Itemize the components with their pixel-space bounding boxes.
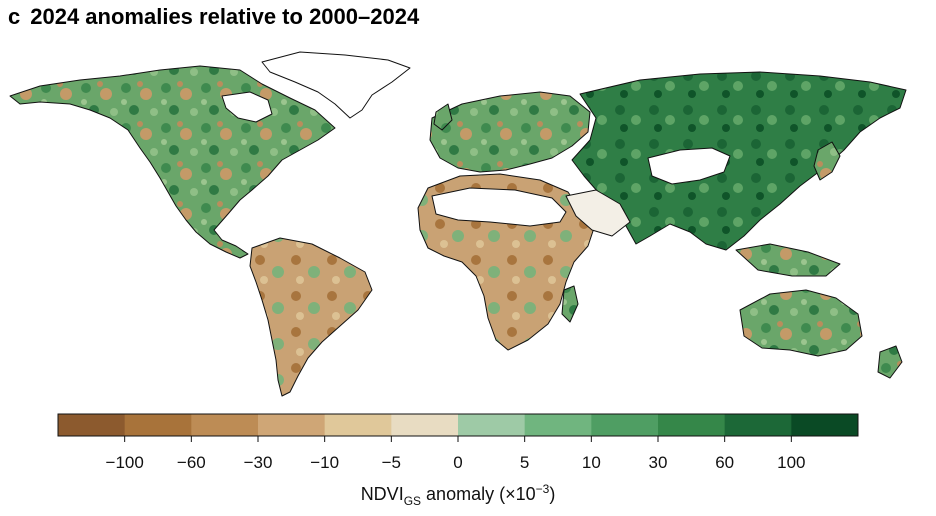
colorbar-swatch-6 — [458, 414, 526, 436]
southeast-asia-islands — [735, 243, 841, 277]
madagascar — [561, 285, 579, 323]
colorbar-tick-label: −100 — [106, 453, 144, 472]
colorbar-tick-label: −10 — [310, 453, 339, 472]
arctic-no-data — [221, 91, 273, 123]
colorbar-swatch-7 — [524, 414, 592, 436]
colorbar-label-sub: GS — [404, 494, 421, 508]
colorbar-swatch-3 — [258, 414, 326, 436]
colorbar-label-main: NDVI — [361, 484, 404, 504]
colorbar-label-close: ) — [549, 484, 555, 504]
arabian-peninsula — [565, 189, 631, 237]
panel-letter: c — [8, 4, 21, 29]
australia — [739, 289, 863, 357]
colorbar-label-sup: −3 — [536, 482, 550, 496]
colorbar-tick-label: 30 — [649, 453, 668, 472]
colorbar-label: NDVIGS anomaly (×10−3) — [361, 482, 556, 508]
asia — [571, 71, 907, 251]
colorbar-swatch-5 — [391, 414, 459, 436]
colorbar-swatches — [58, 414, 859, 436]
colorbar-tick-label: 10 — [582, 453, 601, 472]
colorbar-swatch-11 — [791, 414, 859, 436]
south-america — [249, 237, 373, 397]
central-asia-no-data — [647, 147, 731, 185]
colorbar-swatch-4 — [324, 414, 392, 436]
colorbar-swatch-0 — [58, 414, 126, 436]
colorbar-tick-label: −60 — [177, 453, 206, 472]
europe — [429, 91, 591, 173]
panel-title: c 2024 anomalies relative to 2000–2024 — [8, 4, 419, 30]
japan — [813, 141, 841, 181]
sahara-no-data — [431, 187, 567, 227]
colorbar-tick-label: 100 — [777, 453, 805, 472]
colorbar-swatch-8 — [591, 414, 659, 436]
world-map — [9, 51, 907, 397]
colorbar-swatch-9 — [658, 414, 726, 436]
colorbar-swatch-2 — [191, 414, 259, 436]
colorbar-ticks: −100 −60 −30 −10 −5 0 5 10 30 60 100 — [106, 436, 806, 472]
new-zealand — [877, 345, 903, 379]
colorbar-label-rest: anomaly (×10 — [421, 484, 536, 504]
greenland — [261, 51, 411, 119]
north-america — [9, 65, 336, 259]
british-isles — [433, 103, 453, 131]
colorbar-swatch-10 — [724, 414, 792, 436]
title-text: 2024 anomalies relative to 2000–2024 — [30, 4, 420, 29]
colorbar: −100 −60 −30 −10 −5 0 5 10 30 60 100 NDVIGS anomal… — [57, 413, 859, 508]
colorbar-swatch-1 — [124, 414, 192, 436]
colorbar-tick-label: 0 — [453, 453, 462, 472]
colorbar-tick-label: −30 — [244, 453, 273, 472]
colorbar-tick-label: 60 — [715, 453, 734, 472]
colorbar-tick-label: −5 — [382, 453, 401, 472]
colorbar-tick-label: 5 — [520, 453, 529, 472]
